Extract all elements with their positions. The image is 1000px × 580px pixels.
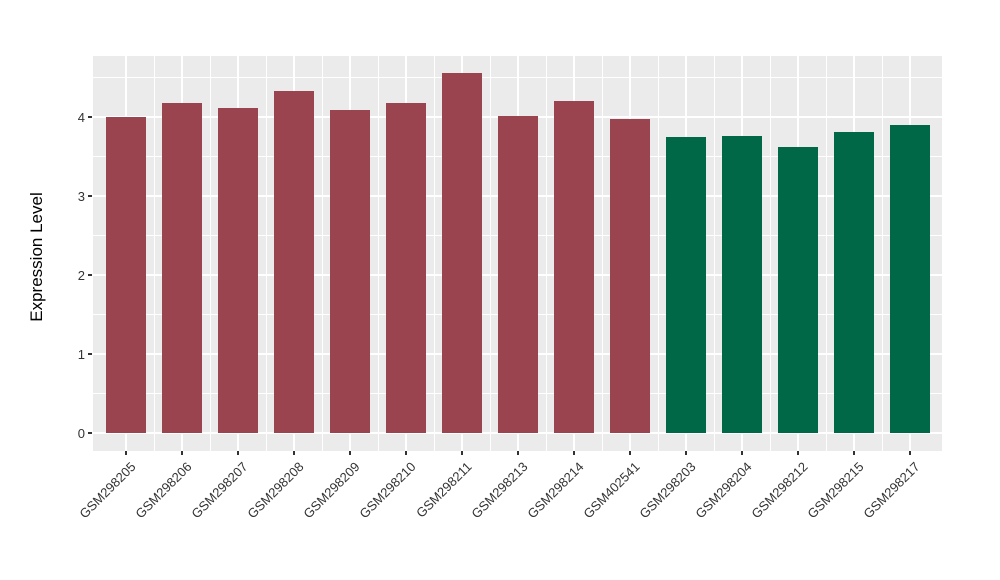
x-tick-label-text: GSM298209 — [300, 459, 363, 522]
x-tick-mark — [797, 451, 800, 455]
y-tick-label: 4 — [77, 109, 85, 125]
x-tick-mark — [741, 451, 744, 455]
y-tick-mark — [88, 116, 92, 119]
x-tick-mark — [349, 451, 352, 455]
bar-GSM298215 — [834, 132, 875, 433]
minor-gridline-v — [545, 56, 547, 451]
x-tick-mark — [909, 451, 912, 455]
y-axis-title: Expression Level — [27, 192, 46, 322]
minor-gridline-v — [321, 56, 323, 451]
x-tick-label-text: GSM298211 — [413, 459, 475, 521]
minor-gridline-v — [881, 56, 883, 451]
bar-GSM298206 — [162, 103, 203, 433]
x-tick-label-text: GSM298212 — [748, 459, 811, 522]
minor-gridline-v — [657, 56, 659, 451]
x-tick-mark — [405, 451, 408, 455]
bar-GSM298212 — [778, 147, 819, 433]
y-tick-label: 1 — [77, 346, 85, 362]
x-tick-label-text: GSM298214 — [524, 459, 587, 522]
bar-GSM298214 — [554, 100, 595, 433]
minor-gridline-v — [825, 56, 827, 451]
minor-gridline-v — [601, 56, 603, 451]
x-tick-label-text: GSM298213 — [468, 459, 531, 522]
x-tick-label-text: GSM298205 — [76, 459, 139, 522]
x-tick-mark — [573, 451, 576, 455]
y-tick-mark — [88, 274, 92, 277]
x-tick-mark — [629, 451, 632, 455]
x-tick-mark — [517, 451, 520, 455]
y-tick-mark — [88, 353, 92, 356]
minor-gridline-v — [377, 56, 379, 451]
bar-GSM298203 — [666, 137, 707, 433]
minor-gridline-v — [489, 56, 491, 451]
x-tick-label-text: GSM298215 — [804, 459, 867, 522]
y-tick-label: 3 — [77, 188, 85, 204]
bar-GSM298205 — [106, 116, 147, 433]
bar-GSM298211 — [442, 73, 483, 433]
x-tick-label-text: GSM298206 — [132, 459, 195, 522]
x-tick-mark — [125, 451, 128, 455]
x-tick-label-text: GSM402541 — [580, 459, 643, 522]
x-tick-mark — [181, 451, 184, 455]
bar-GSM298213 — [498, 115, 539, 433]
y-tick-label: 2 — [77, 267, 85, 283]
x-tick-mark — [685, 451, 688, 455]
minor-gridline-v — [769, 56, 771, 451]
x-tick-label-text: GSM298210 — [356, 459, 419, 522]
y-tick-mark — [88, 432, 92, 434]
minor-gridline-v — [209, 56, 211, 451]
x-tick-label-text: GSM298207 — [188, 459, 251, 522]
bar-GSM298217 — [890, 125, 931, 433]
bar-GSM298208 — [274, 90, 315, 433]
x-tick-mark — [237, 451, 240, 455]
x-tick-mark — [293, 451, 296, 455]
x-tick-label-text: GSM298217 — [860, 459, 923, 522]
x-tick-label-text: GSM298208 — [244, 459, 307, 522]
x-tick-label-text: GSM298204 — [692, 459, 755, 522]
x-tick-mark — [853, 451, 856, 455]
plot-panel — [93, 56, 942, 451]
minor-gridline-v — [713, 56, 715, 451]
y-tick-mark — [88, 195, 92, 198]
minor-gridline-v — [153, 56, 155, 451]
minor-gridline-v — [433, 56, 435, 451]
y-tick-label: 0 — [77, 425, 85, 441]
minor-gridline-v — [265, 56, 267, 451]
bar-GSM298207 — [218, 107, 259, 433]
bar-GSM298209 — [330, 109, 371, 433]
bar-GSM298204 — [722, 136, 763, 433]
x-tick-label-text: GSM298203 — [636, 459, 699, 522]
x-tick-mark — [461, 451, 464, 455]
bar-GSM402541 — [610, 118, 651, 433]
bar-GSM298210 — [386, 103, 427, 433]
